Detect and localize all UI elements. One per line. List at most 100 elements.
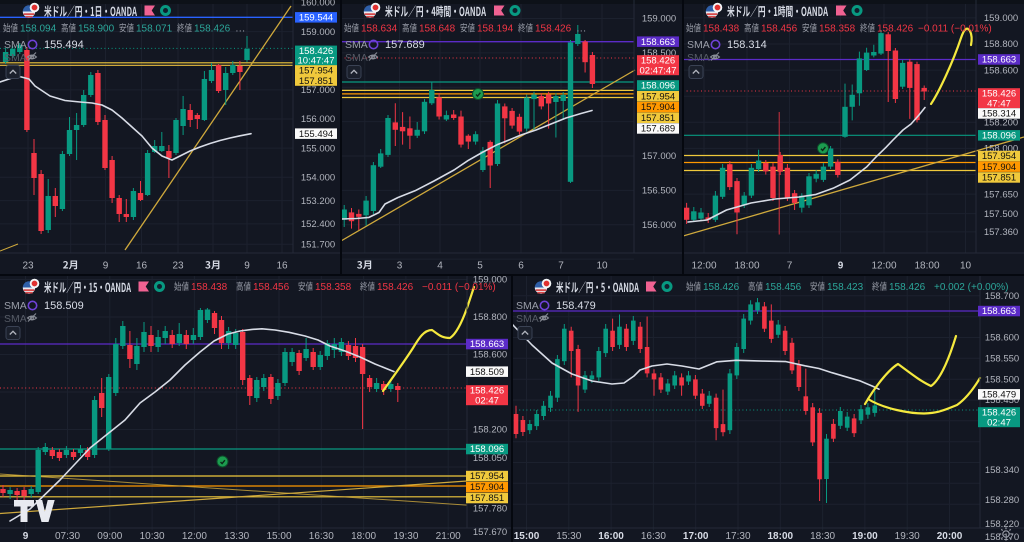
svg-text:18:00: 18:00 bbox=[914, 261, 939, 272]
svg-text:158.509: 158.509 bbox=[44, 300, 84, 312]
svg-text:158.096: 158.096 bbox=[641, 81, 675, 92]
svg-text:157.689: 157.689 bbox=[641, 124, 675, 135]
svg-text:158.426: 158.426 bbox=[377, 282, 414, 293]
svg-text:155.000: 155.000 bbox=[301, 143, 335, 154]
svg-text:9: 9 bbox=[838, 261, 844, 272]
svg-text:47:47: 47:47 bbox=[987, 98, 1011, 109]
svg-text:155.494: 155.494 bbox=[299, 129, 333, 140]
svg-text:158.663: 158.663 bbox=[982, 55, 1016, 66]
svg-text:12:00: 12:00 bbox=[691, 261, 716, 272]
svg-text:158.550: 158.550 bbox=[985, 354, 1019, 365]
svg-text:158.456: 158.456 bbox=[761, 24, 798, 35]
svg-text:160.000: 160.000 bbox=[301, 0, 335, 9]
svg-text:156.500: 156.500 bbox=[642, 186, 676, 197]
svg-text:20:00: 20:00 bbox=[937, 531, 963, 542]
svg-text:157.954: 157.954 bbox=[982, 151, 1016, 162]
svg-text:158.050: 158.050 bbox=[473, 453, 507, 464]
svg-text:157.000: 157.000 bbox=[642, 151, 676, 162]
svg-text:158.450: 158.450 bbox=[985, 395, 1019, 406]
svg-text:158.426: 158.426 bbox=[535, 24, 572, 35]
svg-text:158.358: 158.358 bbox=[819, 24, 856, 35]
svg-text:SMA: SMA bbox=[516, 300, 539, 312]
svg-text:157.670: 157.670 bbox=[473, 527, 507, 538]
svg-text:09:00: 09:00 bbox=[97, 531, 122, 542]
svg-text:151.700: 151.700 bbox=[301, 239, 335, 250]
svg-text:10: 10 bbox=[960, 261, 972, 272]
svg-text:158.438: 158.438 bbox=[703, 24, 740, 35]
svg-text:152.400: 152.400 bbox=[301, 219, 335, 230]
svg-text:158.500: 158.500 bbox=[642, 48, 676, 59]
svg-text:5: 5 bbox=[477, 261, 483, 272]
svg-text:12:00: 12:00 bbox=[871, 261, 896, 272]
svg-text:9: 9 bbox=[23, 531, 29, 542]
svg-text:…: … bbox=[576, 23, 587, 35]
svg-text:158.663: 158.663 bbox=[982, 306, 1016, 317]
svg-text:157.500: 157.500 bbox=[984, 209, 1018, 220]
svg-text:159.000: 159.000 bbox=[642, 14, 676, 25]
svg-text:02:47: 02:47 bbox=[987, 417, 1011, 428]
svg-text:158.479: 158.479 bbox=[556, 300, 596, 312]
svg-text:SMA: SMA bbox=[4, 52, 27, 64]
svg-text:21:00: 21:00 bbox=[436, 531, 461, 542]
svg-text:6: 6 bbox=[518, 261, 524, 272]
svg-text:157.904: 157.904 bbox=[470, 482, 504, 493]
svg-text:23: 23 bbox=[22, 261, 34, 272]
svg-text:158.600: 158.600 bbox=[985, 333, 1019, 344]
svg-text:158.220: 158.220 bbox=[985, 519, 1019, 530]
svg-text:157.851: 157.851 bbox=[470, 493, 504, 504]
svg-text:157.851: 157.851 bbox=[299, 76, 333, 87]
svg-text:158.500: 158.500 bbox=[985, 374, 1019, 385]
svg-text:158.600: 158.600 bbox=[473, 350, 507, 361]
svg-text:158.648: 158.648 bbox=[419, 24, 456, 35]
svg-text:157.851: 157.851 bbox=[641, 113, 675, 124]
svg-text:19:30: 19:30 bbox=[895, 531, 920, 542]
svg-text:159.000: 159.000 bbox=[984, 13, 1018, 24]
svg-text:157.650: 157.650 bbox=[984, 189, 1018, 200]
svg-text:157.360: 157.360 bbox=[984, 227, 1018, 238]
svg-text:159.000: 159.000 bbox=[473, 276, 507, 286]
svg-text:4: 4 bbox=[437, 261, 443, 272]
svg-text:10: 10 bbox=[596, 261, 608, 272]
svg-text:156.000: 156.000 bbox=[301, 114, 335, 125]
svg-text:18:30: 18:30 bbox=[810, 531, 835, 542]
svg-text:158.314: 158.314 bbox=[727, 39, 767, 51]
svg-text:158.456: 158.456 bbox=[253, 282, 290, 293]
svg-text:16:30: 16:30 bbox=[641, 531, 666, 542]
svg-text:158.194: 158.194 bbox=[477, 24, 514, 35]
svg-text:158.426: 158.426 bbox=[982, 89, 1016, 100]
svg-text:…: … bbox=[235, 23, 246, 35]
svg-text:02:47:47: 02:47:47 bbox=[640, 65, 677, 76]
svg-text:−0.011 (−0.01%): −0.011 (−0.01%) bbox=[422, 282, 496, 293]
svg-text:02:47: 02:47 bbox=[475, 395, 499, 406]
svg-text:158.426: 158.426 bbox=[703, 282, 740, 293]
svg-text:158.426: 158.426 bbox=[299, 46, 333, 57]
svg-text:3: 3 bbox=[397, 261, 403, 272]
svg-text:155.494: 155.494 bbox=[44, 39, 84, 51]
svg-text:12:00: 12:00 bbox=[182, 531, 207, 542]
svg-text:SMA: SMA bbox=[687, 52, 710, 64]
svg-text:15:00: 15:00 bbox=[514, 531, 540, 542]
svg-text:158.426: 158.426 bbox=[982, 408, 1016, 419]
svg-text:157.000: 157.000 bbox=[301, 85, 335, 96]
svg-text:158.096: 158.096 bbox=[470, 444, 504, 455]
svg-text:158.663: 158.663 bbox=[470, 339, 504, 350]
svg-text:158.340: 158.340 bbox=[985, 465, 1019, 476]
svg-text:+0.002 (+0.00%): +0.002 (+0.00%) bbox=[934, 282, 1009, 293]
svg-text:158.280: 158.280 bbox=[985, 495, 1019, 506]
svg-text:18:00: 18:00 bbox=[768, 531, 794, 542]
svg-text:16:30: 16:30 bbox=[309, 531, 334, 542]
svg-text:158.509: 158.509 bbox=[470, 367, 504, 378]
svg-text:158.426: 158.426 bbox=[641, 56, 675, 67]
svg-text:157.851: 157.851 bbox=[982, 173, 1016, 184]
svg-text:158.800: 158.800 bbox=[984, 39, 1018, 50]
svg-text:10:47:47: 10:47:47 bbox=[298, 56, 335, 67]
svg-text:157.954: 157.954 bbox=[641, 92, 675, 103]
svg-text:158.800: 158.800 bbox=[473, 312, 507, 323]
svg-text:158.071: 158.071 bbox=[136, 24, 173, 35]
svg-text:157.780: 157.780 bbox=[473, 503, 507, 514]
svg-text:SMA: SMA bbox=[4, 300, 27, 312]
svg-text:158.170: 158.170 bbox=[985, 532, 1019, 542]
svg-text:−0.011 (−0.01%): −0.011 (−0.01%) bbox=[918, 24, 992, 35]
svg-text:18:00: 18:00 bbox=[351, 531, 376, 542]
svg-text:159.000: 159.000 bbox=[301, 27, 335, 38]
